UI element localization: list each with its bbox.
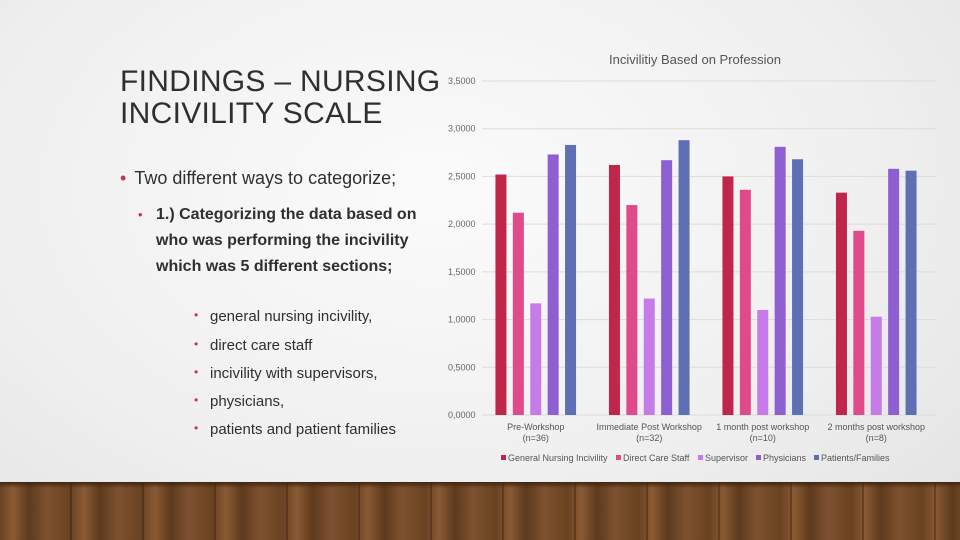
bar (512, 212, 524, 415)
legend-swatch (814, 455, 819, 460)
slide-title: FINDINGS – NURSING INCIVILITY SCALE (120, 66, 450, 130)
bullet-1-text: Two different ways to categorize; (134, 168, 397, 188)
sub-bullet-text: general nursing incivility, (210, 308, 373, 325)
bar (853, 230, 865, 415)
x-tick-label: (n=10) (750, 433, 776, 443)
legend-swatch (501, 455, 506, 460)
legend-swatch (616, 455, 621, 460)
bar (870, 316, 882, 415)
y-tick-label: 2,5000 (448, 171, 476, 181)
y-tick-label: 0,0000 (448, 410, 476, 420)
x-tick-label: Pre-Workshop (507, 422, 564, 432)
bar (774, 146, 786, 416)
bullet-dot-icon: • (194, 421, 199, 435)
y-tick-label: 0,5000 (448, 362, 476, 372)
x-tick-label: 1 month post workshop (716, 422, 809, 432)
bar (547, 154, 559, 416)
bullet-dot-icon: • (194, 308, 199, 322)
chart-title: Incivilitiy Based on Profession (609, 52, 781, 67)
x-tick-label: (n=32) (636, 433, 662, 443)
title-line-2: INCIVILITY SCALE (120, 97, 383, 130)
legend-label: Patients/Families (821, 453, 890, 463)
y-tick-label: 3,5000 (448, 76, 476, 86)
legend-swatch (756, 455, 761, 460)
bar (739, 189, 751, 415)
bar (722, 176, 734, 415)
wood-floor (0, 482, 960, 540)
y-tick-label: 1,0000 (448, 315, 476, 325)
sub-bullet: • physicians, (194, 393, 285, 410)
bar (608, 164, 620, 415)
y-tick-label: 2,0000 (448, 219, 476, 229)
x-tick-label: (n=8) (866, 433, 887, 443)
bar (643, 298, 655, 415)
bullet-dot-icon: • (194, 393, 199, 407)
bar (888, 168, 900, 415)
sub-bullet-text: patients and patient families (210, 421, 396, 438)
bullet-level-2: • 1.) Categorizing the data based on who … (138, 202, 446, 280)
legend-label: Direct Care Staff (623, 453, 690, 463)
bar (626, 205, 638, 415)
sub-bullet: • incivility with supervisors, (194, 365, 378, 382)
legend-swatch (698, 455, 703, 460)
legend-label: Supervisor (705, 453, 748, 463)
bar (757, 310, 769, 415)
bar (565, 144, 577, 416)
bar (835, 192, 847, 415)
bullet-level-1: • Two different ways to categorize; (120, 168, 396, 189)
bar (530, 303, 542, 415)
sub-bullet: • direct care staff (194, 337, 313, 354)
bar (905, 170, 917, 415)
y-tick-label: 1,5000 (448, 267, 476, 277)
legend-label: General Nursing Incivility (508, 453, 608, 463)
x-tick-label: 2 months post workshop (827, 422, 925, 432)
bar (495, 174, 507, 415)
y-tick-label: 3,0000 (448, 124, 476, 134)
sub-bullet-text: direct care staff (210, 337, 313, 354)
bullet-dot-icon: • (120, 168, 127, 188)
sub-bullet: • patients and patient families (194, 421, 396, 438)
bar (792, 159, 804, 415)
bullet-dot-icon: • (138, 207, 143, 222)
x-tick-label: Immediate Post Workshop (597, 422, 702, 432)
bar (678, 140, 690, 415)
bar (661, 160, 673, 415)
title-line-1: FINDINGS – NURSING (120, 65, 441, 98)
sub-bullet: • general nursing incivility, (194, 308, 373, 325)
x-tick-label: (n=36) (523, 433, 549, 443)
legend-label: Physicians (763, 453, 807, 463)
sub-bullet-text: physicians, (210, 393, 285, 410)
bullet-dot-icon: • (194, 337, 199, 351)
sub-bullet-text: incivility with supervisors, (210, 365, 378, 382)
bullet-2-text: 1.) Categorizing the data based on who w… (156, 206, 417, 275)
bullet-dot-icon: • (194, 365, 199, 379)
